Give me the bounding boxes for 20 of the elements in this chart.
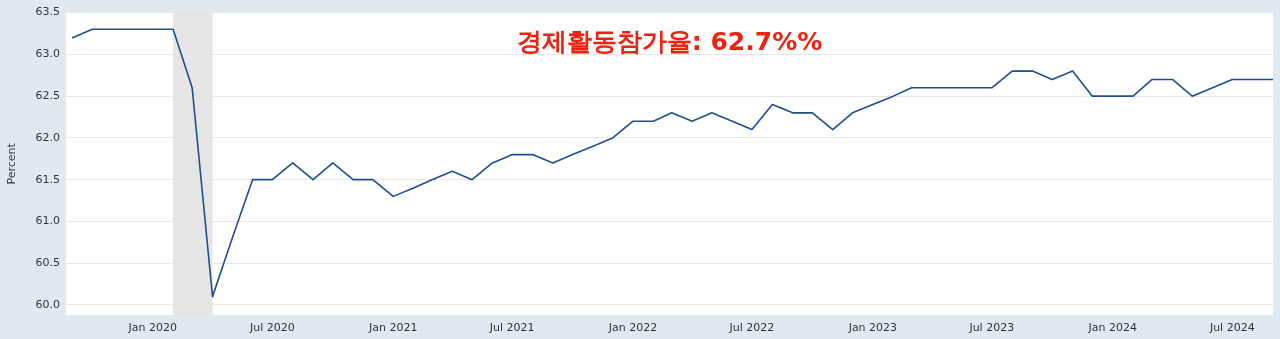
y-tick-label: 60.5 xyxy=(35,256,60,270)
y-axis-title: Percent xyxy=(5,142,19,185)
y-tick-label: 60.0 xyxy=(35,297,60,311)
x-tick-label: Jan 2024 xyxy=(1087,321,1137,335)
y-tick-label: 61.5 xyxy=(35,172,60,186)
x-tick-label: Jan 2020 xyxy=(127,321,177,335)
x-tick-label: Jul 2021 xyxy=(488,321,535,335)
y-tick-label: 62.5 xyxy=(35,89,60,102)
x-tick-label: Jan 2022 xyxy=(607,321,658,335)
x-tick-label: Jul 2020 xyxy=(248,321,295,335)
x-tick-label: Jul 2023 xyxy=(968,321,1015,335)
annotation: 경제활동참가율: 62.7%% xyxy=(516,27,823,57)
x-tick-label: Jan 2023 xyxy=(847,321,898,335)
y-tick-label: 63.5 xyxy=(35,5,60,19)
x-tick-label: Jul 2024 xyxy=(1208,321,1255,335)
x-tick-label: Jan 2021 xyxy=(367,321,418,335)
y-tick-label: 62.0 xyxy=(35,130,60,144)
x-tick-label: Jul 2022 xyxy=(728,321,775,335)
y-tick-label: 63.0 xyxy=(35,47,60,61)
y-tick-label: 61.0 xyxy=(35,214,60,228)
